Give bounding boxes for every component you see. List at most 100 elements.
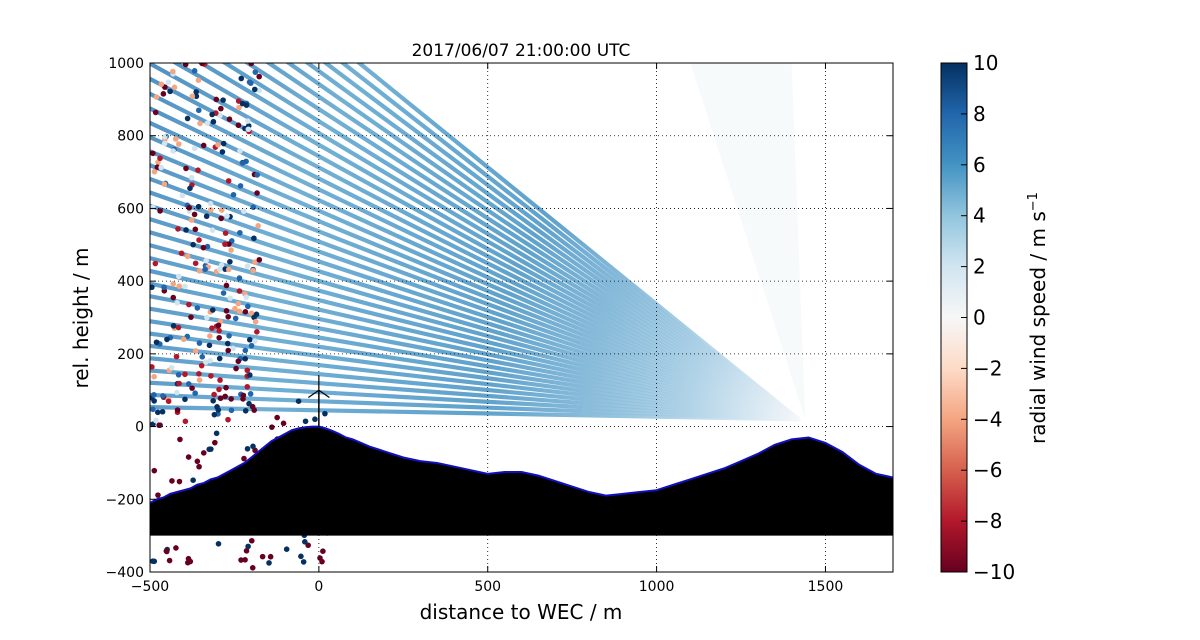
- scatter-point: [247, 372, 253, 378]
- scatter-point: [206, 342, 213, 349]
- scatter-point: [165, 79, 172, 86]
- scatter-point: [203, 359, 209, 366]
- lidar-beam: [150, 63, 801, 422]
- colorbar-tick-label: 8: [973, 102, 986, 126]
- scatter-point: [302, 418, 309, 425]
- lidar-beam: [171, 63, 801, 422]
- lidar-beam: [150, 149, 801, 422]
- scatter-point: [190, 241, 196, 248]
- scatter-point: [154, 409, 161, 416]
- scatter-point: [302, 539, 308, 545]
- scatter-point: [322, 410, 328, 417]
- scatter-point: [216, 386, 222, 393]
- scatter-point: [206, 446, 213, 453]
- scatter-point: [182, 63, 189, 68]
- scatter-point: [182, 371, 188, 378]
- colorbar-tick-label: −10: [973, 560, 1015, 584]
- scatter-point: [153, 417, 159, 424]
- scatter-point: [251, 86, 258, 93]
- scatter-point: [159, 408, 166, 415]
- scatter-point: [233, 365, 239, 372]
- scatter-point: [216, 334, 222, 341]
- scatter-point: [195, 77, 202, 83]
- scatter-point: [252, 338, 258, 344]
- lidar-beam: [150, 380, 801, 422]
- scatter-point: [237, 148, 243, 154]
- x-axis-label: distance to WEC / m: [420, 600, 623, 624]
- scatter-point: [255, 223, 261, 229]
- scatter-point: [300, 559, 307, 565]
- scatter-point: [209, 111, 215, 118]
- scatter-point: [186, 301, 192, 308]
- turbine-blade: [318, 389, 330, 398]
- colorbar-label-superscript: −1: [1026, 192, 1041, 211]
- scatter-point: [196, 237, 202, 243]
- scatter-point: [250, 267, 256, 274]
- scatter-point: [176, 273, 182, 280]
- scatter-point: [252, 259, 258, 265]
- scatter-point: [161, 140, 168, 147]
- scatter-point: [207, 357, 214, 364]
- scatter-point: [210, 118, 217, 125]
- y-tick-label: 0: [135, 420, 144, 436]
- scatter-point: [259, 553, 266, 560]
- scatter-point: [199, 63, 205, 67]
- scatter-point: [242, 309, 249, 315]
- scatter-point: [196, 463, 202, 470]
- lidar-beam: [150, 368, 801, 422]
- scatter-point: [182, 396, 188, 403]
- scatter-point: [203, 213, 210, 220]
- colorbar-tick-label: 10: [973, 51, 998, 75]
- colorbar-tick-label: −4: [973, 407, 1002, 431]
- scatter-point: [192, 390, 198, 396]
- scatter-point: [199, 354, 206, 360]
- colorbar-tick-label: −2: [973, 356, 1002, 380]
- scatter-point: [235, 358, 242, 365]
- scatter-point: [225, 313, 231, 320]
- scatter-point: [187, 185, 193, 192]
- x-tick-label: 1000: [639, 579, 675, 595]
- scatter-point: [239, 100, 246, 107]
- scatter-point: [165, 398, 172, 405]
- scatter-point: [216, 266, 223, 273]
- lidar-beam: [150, 255, 801, 422]
- scatter-point: [227, 258, 233, 265]
- terrain-layer: [150, 425, 893, 536]
- scatter-point: [193, 93, 200, 100]
- scatter-point: [228, 407, 235, 414]
- scatter-point: [196, 377, 203, 383]
- scatter-point: [204, 314, 210, 321]
- scatter-point: [220, 140, 227, 147]
- scatter-point: [254, 172, 261, 178]
- scatter-point: [213, 96, 220, 103]
- scatter-point: [169, 478, 175, 484]
- scatter-point: [160, 393, 166, 399]
- scatter-point: [215, 322, 222, 329]
- scatter-point: [241, 455, 247, 462]
- lidar-beam: [221, 63, 801, 422]
- scatter-point: [195, 167, 201, 174]
- scatter-point: [244, 118, 251, 124]
- lidar-beam: [150, 134, 801, 422]
- scatter-point: [161, 284, 167, 291]
- y-tick-label: 1000: [108, 56, 144, 72]
- colorbar-tick-label: 2: [973, 255, 986, 279]
- scatter-point: [181, 283, 188, 290]
- scatter-point: [280, 420, 287, 427]
- lidar-beam: [304, 63, 801, 422]
- scatter-point: [151, 373, 157, 380]
- scatter-point: [223, 308, 230, 314]
- wind-turbine-icon: [307, 375, 330, 427]
- scatter-point: [245, 126, 252, 133]
- scatter-point: [176, 380, 182, 387]
- scatter-point: [236, 104, 242, 111]
- scatter-point: [178, 250, 185, 257]
- scatter-point: [241, 208, 247, 215]
- scatter-point: [175, 226, 181, 232]
- scatter-point: [266, 560, 272, 566]
- scatter-point: [256, 256, 263, 263]
- lidar-beam: [150, 91, 801, 422]
- scatter-point: [220, 97, 226, 103]
- scatter-point: [157, 155, 163, 162]
- scatter-point: [150, 150, 156, 157]
